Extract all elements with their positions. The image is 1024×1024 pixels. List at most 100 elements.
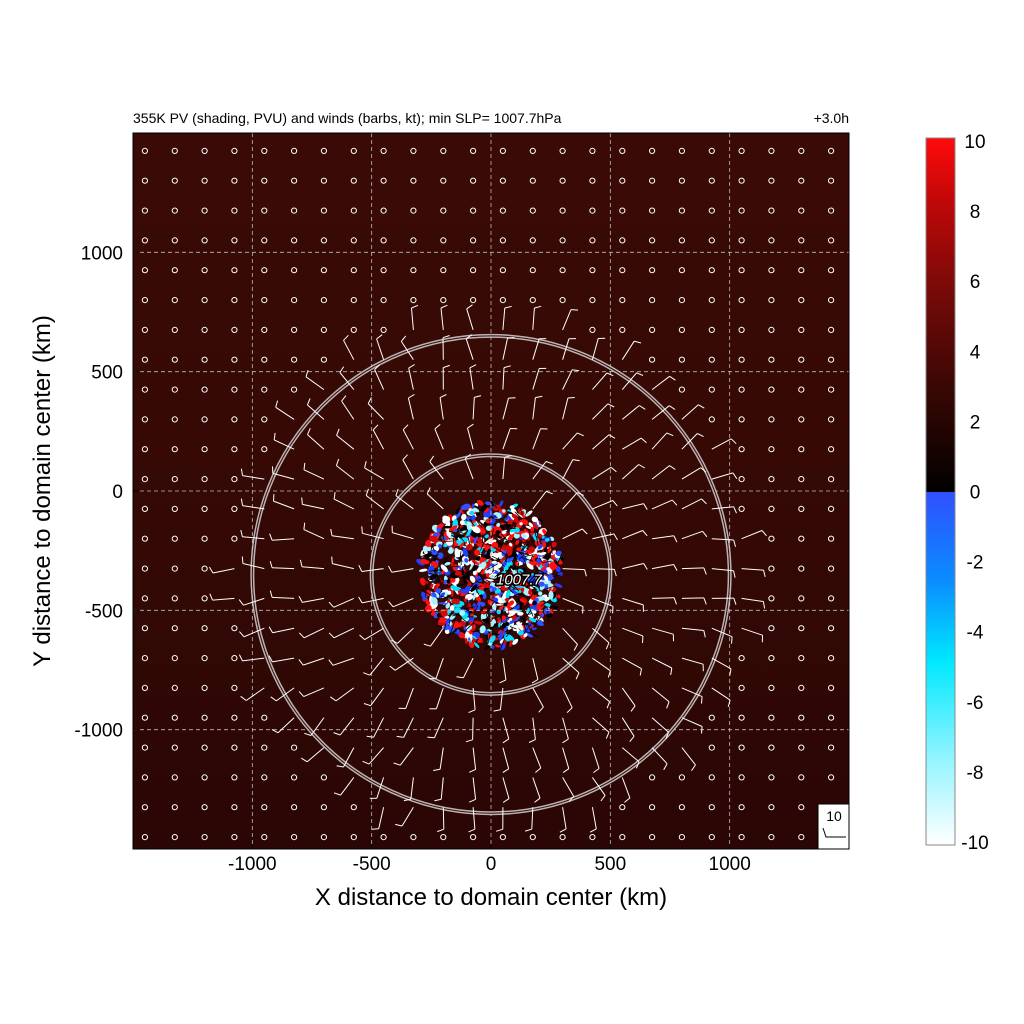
wind-barb-flag: [733, 597, 737, 605]
wind-barb: [652, 564, 674, 570]
calm-wind-circle: [261, 147, 268, 154]
core-barb: [519, 541, 529, 544]
wind-barb: [711, 438, 732, 450]
calm-wind-circle: [291, 834, 298, 841]
pv-blob: [496, 522, 501, 527]
wind-barb-flag: [573, 644, 578, 651]
pv-blob: [552, 563, 558, 570]
wind-barb-flag: [670, 667, 673, 675]
wind-barb: [462, 657, 474, 679]
pv-blob: [548, 590, 554, 600]
wind-barb: [340, 777, 355, 796]
calm-wind-circle: [141, 326, 148, 333]
wind-barb: [592, 500, 613, 510]
calm-wind-circle: [768, 416, 775, 423]
wind-barb: [562, 432, 578, 450]
calm-wind-circle: [768, 267, 775, 274]
calm-wind-circle: [141, 595, 148, 602]
calm-wind-circle: [768, 147, 775, 154]
core-barb: [516, 594, 526, 596]
wind-barb: [333, 498, 355, 510]
core-barb: [519, 617, 529, 623]
core-barb: [447, 628, 458, 638]
wind-barb-flag: [371, 828, 379, 830]
wind-barb: [402, 429, 414, 450]
wind-barb-flag: [365, 488, 369, 496]
calm-wind-circle: [798, 595, 805, 602]
pv-blob: [515, 616, 520, 622]
calm-wind-circle: [231, 505, 238, 512]
core-barb: [505, 629, 513, 638]
calm-wind-circle: [738, 147, 745, 154]
core-barb: [488, 617, 495, 621]
core-barb: [451, 534, 459, 541]
pv-blob: [430, 549, 438, 556]
pv-blob: [441, 536, 447, 541]
core-barb: [514, 551, 519, 558]
wind-barb: [562, 777, 575, 797]
wind-barb-flag: [465, 739, 473, 743]
wind-barb: [622, 530, 643, 540]
pv-blob: [512, 569, 519, 575]
wind-barb: [440, 307, 444, 330]
colorbar-tick-label: -2: [967, 553, 984, 574]
core-barb: [443, 540, 455, 542]
pv-blob: [515, 539, 520, 545]
pv-blob: [507, 534, 515, 541]
wind-barb-flag: [465, 334, 473, 340]
pv-blob: [477, 637, 483, 644]
wind-barb: [464, 458, 474, 480]
colorbar-tick-label: -4: [967, 623, 984, 644]
wind-barb: [364, 627, 384, 641]
calm-wind-circle: [291, 297, 298, 304]
calm-wind-circle: [320, 177, 327, 184]
pv-blob: [505, 597, 509, 602]
wind-barb: [562, 627, 578, 645]
pv-blob: [463, 598, 467, 603]
wind-barb: [402, 459, 414, 480]
pv-blob: [510, 588, 519, 596]
wind-barb-flag: [395, 488, 399, 496]
core-barb: [478, 553, 488, 557]
pv-blob: [467, 624, 473, 630]
calm-wind-circle: [768, 177, 775, 184]
core-barb: [455, 532, 465, 542]
pv-blob: [465, 543, 473, 551]
calm-wind-circle: [141, 177, 148, 184]
core-barb: [462, 618, 468, 624]
pv-blob: [470, 539, 474, 544]
wind-barb-flag: [341, 395, 347, 402]
calm-wind-circle: [231, 804, 238, 811]
wind-barb-flag: [240, 695, 247, 701]
pv-blob: [543, 602, 552, 608]
pv-blob: [476, 538, 483, 542]
wind-barb: [681, 657, 704, 665]
wind-barb-flag: [701, 696, 703, 704]
wind-barb-flag: [607, 403, 615, 408]
core-barb: [525, 592, 534, 605]
pv-blob: [520, 587, 525, 592]
core-barb: [431, 543, 435, 552]
pv-blob: [475, 632, 480, 639]
wind-barb-flag: [336, 428, 340, 436]
pv-blob: [466, 524, 471, 532]
calm-wind-circle: [261, 177, 268, 184]
pv-blob: [470, 613, 474, 618]
calm-wind-circle: [619, 834, 626, 841]
calm-wind-circle: [798, 147, 805, 154]
core-barb: [466, 598, 469, 610]
wind-barb-flag: [467, 423, 474, 429]
wind-barb: [621, 405, 640, 420]
calm-wind-circle: [798, 386, 805, 393]
calm-wind-circle: [231, 684, 238, 692]
wind-barb: [532, 777, 541, 799]
pv-blob: [472, 526, 481, 534]
calm-wind-circle: [201, 207, 208, 214]
wind-barb-flag: [388, 565, 393, 573]
pv-blob: [546, 567, 553, 574]
forecast-time-label: +3.0h: [814, 110, 849, 126]
core-barb: [418, 552, 432, 558]
wind-barb: [472, 777, 477, 800]
pv-blob: [554, 583, 563, 588]
calm-wind-circle: [201, 297, 208, 304]
